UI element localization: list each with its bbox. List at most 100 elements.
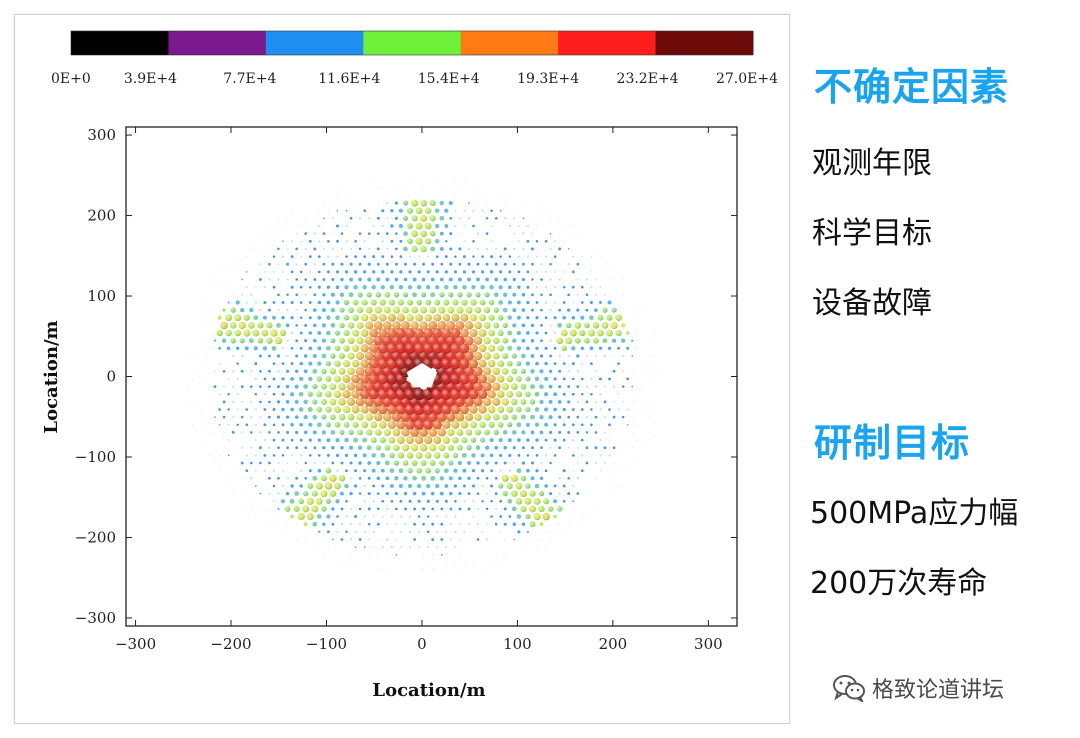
heading-uncertain-factors: 不确定因素: [814, 65, 1010, 109]
data-point: [490, 255, 494, 259]
data-point: [590, 423, 593, 427]
data-point: [522, 539, 524, 540]
data-point: [285, 415, 290, 419]
data-point: [354, 240, 357, 243]
data-point: [295, 293, 299, 297]
data-point: [241, 477, 243, 479]
data-point: [498, 437, 503, 443]
data-point: [535, 346, 539, 351]
data-point: [558, 369, 562, 373]
data-point: [567, 477, 570, 480]
data-point-shade: [520, 368, 527, 374]
data-point: [404, 187, 407, 189]
data-point: [299, 301, 303, 304]
data-point: [490, 209, 493, 212]
data-point: [448, 277, 453, 282]
data-point-shade: [383, 428, 391, 437]
data-point: [417, 499, 421, 503]
data-point: [527, 546, 529, 548]
data-point: [395, 232, 398, 235]
data-point: [354, 546, 357, 548]
data-point-shade: [351, 344, 360, 352]
list-item: 设备故障: [812, 286, 932, 321]
data-point-shade: [470, 299, 477, 306]
data-point-shade: [425, 299, 432, 306]
data-point: [286, 354, 289, 358]
data-point: [534, 483, 540, 489]
data-point-shade: [414, 419, 425, 430]
data-point-shade: [302, 505, 310, 513]
data-point: [295, 339, 299, 343]
data-point: [544, 376, 549, 381]
data-point: [621, 385, 625, 388]
data-point-shade: [357, 429, 363, 436]
data-point-shade: [441, 404, 452, 415]
data-point-shade: [501, 474, 509, 482]
data-point: [458, 262, 462, 266]
data-point-shade: [396, 313, 405, 322]
data-point-shade: [461, 437, 468, 444]
data-point: [281, 423, 285, 427]
data-point: [517, 255, 521, 258]
data-point-shade: [225, 329, 232, 337]
data-point: [232, 354, 235, 358]
data-point-shade: [466, 292, 472, 298]
data-point: [286, 477, 289, 480]
data-point: [413, 538, 416, 541]
data-point: [241, 431, 244, 434]
data-point: [594, 370, 597, 373]
data-point: [316, 514, 322, 519]
data-point: [526, 300, 530, 305]
data-point-shade: [428, 428, 438, 437]
data-point: [439, 491, 444, 496]
data-point: [468, 202, 470, 204]
data-point: [553, 255, 557, 258]
data-point: [250, 385, 253, 388]
data-point: [571, 270, 575, 274]
data-point: [278, 523, 279, 525]
data-point-shade: [360, 405, 369, 414]
data-point: [439, 215, 445, 221]
data-point: [277, 492, 280, 495]
data-point: [384, 460, 390, 466]
data-point: [282, 225, 284, 227]
data-point-shade: [478, 405, 487, 414]
data-point-shade: [439, 292, 445, 298]
data-point-shade: [579, 329, 586, 337]
data-point: [576, 492, 580, 495]
data-point-shade: [610, 321, 618, 330]
data-point-shade: [384, 444, 391, 451]
data-point: [463, 500, 466, 503]
data-point: [489, 437, 494, 443]
x-tick-label: −300: [115, 635, 156, 653]
data-point: [272, 469, 276, 472]
data-point: [640, 447, 642, 449]
data-point: [589, 300, 593, 305]
data-point: [258, 446, 262, 450]
data-point: [298, 407, 304, 412]
data-point: [416, 483, 422, 489]
data-point: [350, 507, 353, 510]
data-point: [240, 307, 245, 313]
data-point-shade: [560, 329, 568, 337]
data-point: [467, 507, 471, 511]
data-point: [268, 461, 271, 465]
data-point: [377, 202, 379, 204]
data-point: [434, 208, 440, 213]
data-point: [609, 470, 610, 472]
data-point: [331, 277, 335, 282]
data-point-shade: [597, 314, 604, 321]
data-point-shade: [520, 505, 527, 513]
data-point: [536, 225, 538, 227]
data-point: [232, 477, 234, 479]
data-point: [604, 293, 606, 296]
data-point: [281, 316, 285, 320]
data-point-shade: [420, 214, 428, 222]
data-point: [245, 408, 249, 411]
data-point: [476, 476, 480, 480]
data-point: [227, 377, 230, 380]
data-point: [332, 538, 334, 541]
data-point: [331, 507, 335, 511]
data-point-shade: [315, 482, 323, 490]
data-point: [214, 416, 216, 418]
